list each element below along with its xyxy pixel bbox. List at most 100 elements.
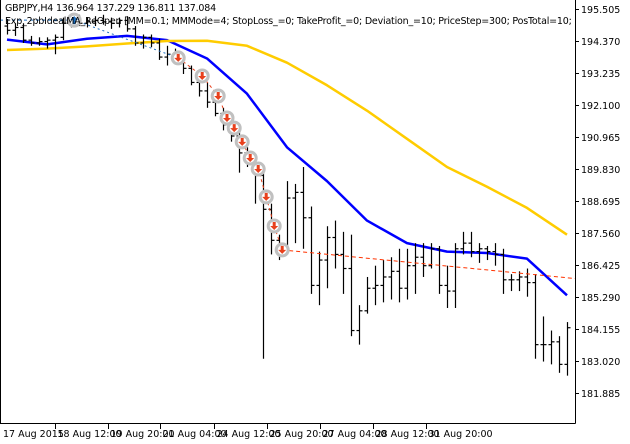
- arrow-down-icon: [246, 153, 255, 162]
- ohlc-bar: [100, 14, 107, 25]
- ohlc-bar: [388, 257, 395, 300]
- y-tick-label: 194.370: [581, 37, 620, 48]
- y-tick-label: 184.155: [581, 325, 620, 336]
- ohlc-bar: [508, 274, 515, 292]
- ohlc-bar: [140, 34, 147, 49]
- x-tick-label: 24 Aug 12:00: [217, 429, 281, 440]
- x-tick-label: 27 Aug 04:00: [323, 429, 387, 440]
- x-tick-label: 19 Aug 20:00: [111, 429, 175, 440]
- ohlc-bar: [292, 183, 299, 244]
- ohlc-bar: [556, 336, 563, 373]
- ohlc-bar: [460, 231, 467, 255]
- ohlc-bar: [372, 265, 379, 306]
- fast-ma-line: [6, 34, 568, 297]
- y-tick-label: 189.830: [581, 165, 620, 176]
- x-tick-label: 17 Aug 2015: [3, 429, 64, 440]
- arrow-down-icon: [230, 124, 239, 133]
- ohlc-bar: [156, 38, 163, 60]
- ohlc-bar: [308, 206, 315, 294]
- arrow-down-icon: [214, 91, 223, 100]
- ohlc-bar: [124, 16, 131, 32]
- y-tick-label: 188.695: [581, 197, 620, 208]
- ohlc-bar: [468, 231, 475, 258]
- ohlc-bar: [532, 274, 539, 359]
- ohlc-bar: [452, 243, 459, 308]
- ohlc-bar: [316, 251, 323, 306]
- arrow-down-icon: [270, 221, 279, 230]
- buy-trade-marker: [66, 12, 82, 28]
- ohlc-bar: [188, 65, 195, 86]
- ohlc-bar: [412, 243, 419, 294]
- ohlc-bar: [204, 82, 211, 108]
- ohlc-bar: [476, 243, 483, 263]
- ohlc-bar: [36, 37, 43, 46]
- ohlc-bar: [516, 271, 523, 292]
- ohlc-bar: [348, 234, 355, 337]
- ohlc-bar: [108, 17, 115, 29]
- sell-trade-marker: [226, 120, 242, 136]
- ohlc-bar: [4, 19, 11, 35]
- y-tick-label: 186.425: [581, 261, 620, 272]
- y-tick-label: 183.020: [581, 357, 620, 368]
- ohlc-bar: [524, 268, 531, 297]
- ohlc-bar: [332, 220, 339, 269]
- x-tick-label: 31 Aug 20:00: [429, 429, 493, 440]
- sell-trade-marker: [219, 110, 235, 126]
- ohlc-bar: [300, 167, 307, 249]
- sell-trade-marker: [170, 50, 186, 66]
- ohlc-bar: [420, 243, 427, 277]
- ohlc-bar: [436, 245, 443, 294]
- ohlc-bar: [60, 17, 67, 41]
- x-tick-label: 25 Aug 20:00: [270, 429, 334, 440]
- y-tick-label: 181.885: [581, 389, 620, 400]
- ohlc-bar: [148, 34, 155, 48]
- arrow-down-icon: [238, 137, 247, 146]
- ohlc-bar: [492, 243, 499, 266]
- ohlc-bar: [340, 231, 347, 294]
- ohlc-bar: [164, 45, 171, 66]
- buy-close-line: [74, 19, 179, 59]
- ohlc-bar: [92, 16, 99, 27]
- ohlc-bar: [44, 37, 51, 49]
- arrow-down-icon: [174, 53, 183, 62]
- ohlc-bar: [540, 316, 547, 362]
- sell-trade-marker: [274, 242, 290, 258]
- sell-chain-line: [177, 57, 283, 251]
- plot-area: [0, 12, 575, 376]
- arrow-down-icon: [223, 113, 231, 122]
- arrow-up-icon: [70, 16, 79, 25]
- y-tick-label: 195.505: [581, 5, 620, 16]
- sell-trade-marker: [234, 134, 250, 150]
- ohlc-bar: [116, 17, 123, 28]
- ohlc-bar: [500, 248, 507, 294]
- x-tick-label: 18 Aug 12:00: [58, 429, 122, 440]
- sell-trade-marker: [258, 189, 274, 205]
- arrow-down-icon: [262, 192, 271, 201]
- slow-ma-line: [6, 39, 568, 236]
- ohlc-bar: [444, 265, 451, 308]
- symbol-info: GBPJPY,H4 136.964 137.229 136.811 137.08…: [5, 3, 216, 14]
- y-tick-label: 187.560: [581, 229, 620, 240]
- ohlc-bar: [20, 23, 27, 43]
- ohlc-bar: [356, 305, 363, 345]
- ohlc-bar: [364, 276, 371, 314]
- sell-trade-marker: [266, 218, 282, 234]
- ohlc-bar: [380, 260, 387, 303]
- ohlc-bar: [52, 34, 59, 55]
- ohlc-bar: [484, 245, 491, 261]
- sell-trade-marker: [250, 161, 266, 177]
- ohlc-bar: [28, 35, 35, 46]
- ohlc-bar: [548, 330, 555, 365]
- ohlc-bar: [396, 248, 403, 303]
- sell-trade-marker: [242, 150, 258, 166]
- arrow-down-icon: [254, 164, 263, 173]
- y-tick-label: 192.100: [581, 101, 620, 112]
- x-tick-label: 28 Aug 12:00: [376, 429, 440, 440]
- sell-trade-marker: [194, 68, 210, 84]
- y-tick-label: 193.235: [581, 69, 620, 80]
- y-tick-label: 185.290: [581, 293, 620, 304]
- x-tick-label: 21 Aug 04:00: [163, 429, 227, 440]
- sell-trade-marker: [210, 88, 226, 104]
- ohlc-bar: [564, 322, 571, 376]
